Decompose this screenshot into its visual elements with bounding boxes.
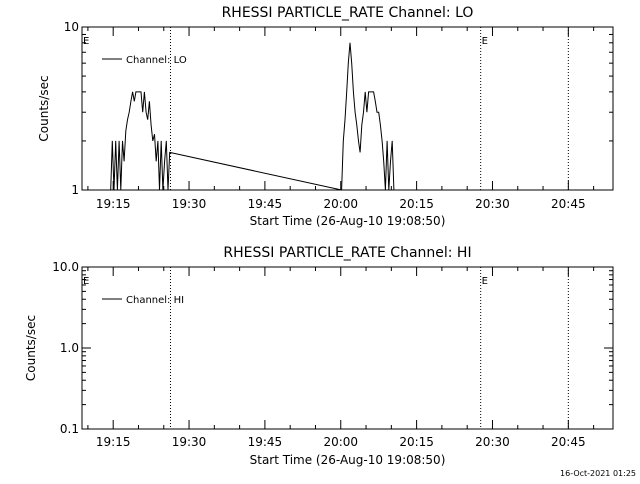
y-tick-label: 10.0 [52,260,79,274]
chart-title: RHESSI PARTICLE_RATE Channel: LO [222,5,474,21]
x-axis-label: Start Time (26-Aug-10 19:08:50) [250,214,446,228]
plot-frame [81,26,614,191]
legend-entry: Channel: HI [126,295,184,306]
x-tick-label: 19:15 [96,197,131,211]
x-tick-label: 20:45 [551,197,586,211]
panel-lo: RHESSI PARTICLE_RATE Channel: LO 19:15 19:… [37,5,614,228]
x-tick-label: 20:30 [475,197,510,211]
x-tick-label: 19:15 [96,435,131,449]
event-marker-label: E [482,276,488,287]
x-tick-label: 20:15 [399,197,434,211]
x-tick-label: 19:45 [248,435,283,449]
x-tick-label: 19:30 [172,435,207,449]
event-marker-label: E [83,276,89,287]
chart-title: RHESSI PARTICLE_RATE Channel: HI [223,245,471,261]
x-tick-label: 20:15 [399,435,434,449]
x-tick-label: 19:45 [248,197,283,211]
event-marker-label: E [83,36,89,47]
y-tick-label: 1.0 [60,341,79,355]
y-tick-label: 10 [64,20,79,34]
panel-hi: RHESSI PARTICLE_RATE Channel: HI 19:15 19:… [24,245,614,467]
x-tick-label: 20:00 [323,197,358,211]
x-tick-label: 20:30 [475,435,510,449]
y-axis-label: Counts/sec [24,315,38,381]
legend-entry: Channel: LO [126,55,187,66]
series-line [110,42,395,191]
plot-frame [81,266,614,430]
y-axis-label: Counts/sec [37,75,51,141]
x-tick-label: 20:45 [551,435,586,449]
footer-timestamp: 16-Oct-2021 01:25 [560,469,636,478]
x-axis-label: Start Time (26-Aug-10 19:08:50) [250,453,446,467]
event-marker-label: E [482,36,488,47]
x-tick-label: 19:30 [172,197,207,211]
y-tick-label: 1 [71,183,79,197]
y-tick-label: 0.1 [60,422,79,436]
x-tick-label: 20:00 [323,435,358,449]
